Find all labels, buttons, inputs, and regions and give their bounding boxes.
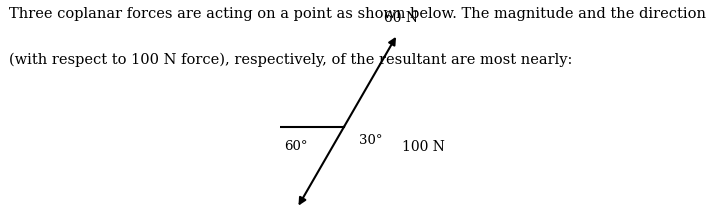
Text: 30°: 30°: [360, 134, 383, 147]
Text: (with respect to 100 N force), respectively, of the resultant are most nearly:: (with respect to 100 N force), respectiv…: [9, 53, 573, 67]
Text: 60 N: 60 N: [384, 11, 418, 25]
Text: 100 N: 100 N: [402, 140, 445, 154]
Text: Three coplanar forces are acting on a point as shown below. The magnitude and th: Three coplanar forces are acting on a po…: [9, 7, 706, 21]
Text: 60°: 60°: [284, 140, 308, 153]
